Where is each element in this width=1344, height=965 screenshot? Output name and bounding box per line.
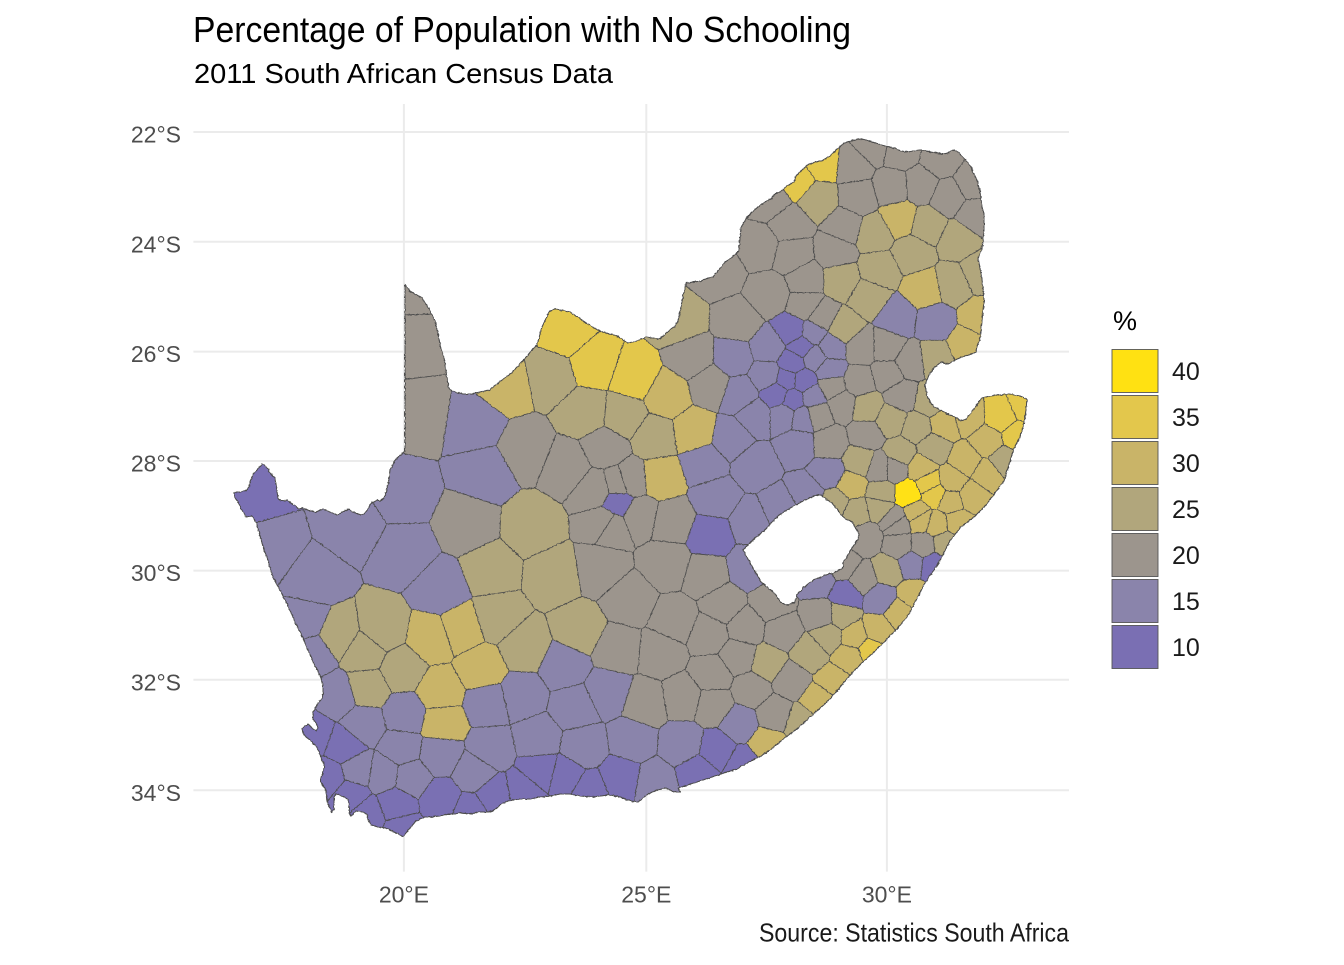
svg-text:30°E: 30°E bbox=[862, 882, 912, 908]
svg-text:22°S: 22°S bbox=[131, 122, 181, 148]
svg-text:15: 15 bbox=[1172, 588, 1200, 616]
svg-text:26°S: 26°S bbox=[131, 341, 181, 367]
svg-text:Percentage of Population with: Percentage of Population with No Schooli… bbox=[193, 9, 851, 50]
svg-text:24°S: 24°S bbox=[131, 231, 181, 257]
svg-text:Source: Statistics South Afric: Source: Statistics South Africa bbox=[759, 917, 1069, 947]
svg-text:32°S: 32°S bbox=[131, 669, 181, 695]
svg-text:25°E: 25°E bbox=[621, 882, 671, 908]
svg-text:20: 20 bbox=[1172, 542, 1200, 570]
svg-text:2011 South African Census Data: 2011 South African Census Data bbox=[194, 58, 613, 89]
svg-text:28°S: 28°S bbox=[131, 451, 181, 477]
svg-text:20°E: 20°E bbox=[379, 882, 429, 908]
svg-text:25: 25 bbox=[1172, 496, 1200, 524]
svg-text:%: % bbox=[1113, 306, 1137, 336]
svg-text:35: 35 bbox=[1172, 404, 1200, 432]
svg-text:10: 10 bbox=[1172, 634, 1200, 662]
svg-text:30: 30 bbox=[1172, 450, 1200, 478]
svg-text:30°S: 30°S bbox=[131, 560, 181, 586]
svg-text:40: 40 bbox=[1172, 358, 1200, 386]
svg-text:34°S: 34°S bbox=[131, 780, 181, 806]
